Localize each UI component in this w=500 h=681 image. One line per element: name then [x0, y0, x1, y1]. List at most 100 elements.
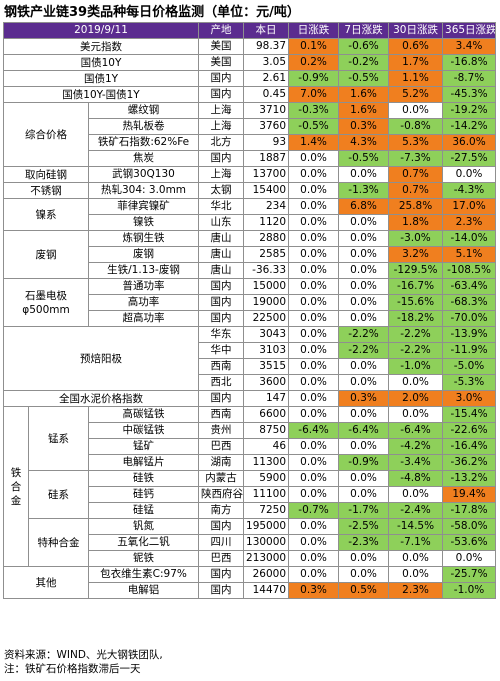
change-d365: -4.3%: [442, 182, 497, 199]
change-d7: -0.5%: [338, 150, 390, 167]
change-d365: 5.1%: [442, 246, 497, 263]
table-row: 国债1Y 国内 2.61 -0.9% -0.5% 1.1% -8.7%: [2, 70, 497, 87]
price-cell: 2585: [243, 246, 290, 263]
change-d30: 0.0%: [388, 406, 444, 423]
change-d365: -13.9%: [442, 326, 497, 343]
change-d1: 0.0%: [288, 278, 340, 295]
region-cell: 美国: [198, 38, 245, 55]
change-d1: 0.3%: [288, 582, 340, 599]
category-cell: 国债10Y: [2, 54, 200, 71]
price-cell: 3760: [243, 118, 290, 135]
item-name: 武钢30Q130: [87, 166, 200, 183]
price-cell: 130000: [243, 534, 290, 551]
change-d30: -6.4%: [388, 422, 444, 439]
region-cell: 国内: [198, 518, 245, 535]
region-cell: 上海: [198, 118, 245, 135]
change-d7: 0.0%: [338, 230, 390, 247]
change-d7: 0.0%: [338, 310, 390, 327]
change-d30: 3.2%: [388, 246, 444, 263]
change-d1: -0.5%: [288, 118, 340, 135]
price-cell: 5900: [243, 470, 290, 487]
change-d30: -18.2%: [388, 310, 444, 327]
change-d1: 0.0%: [288, 262, 340, 279]
change-d1: 0.0%: [288, 438, 340, 455]
change-d30: 0.0%: [388, 566, 444, 583]
change-d365: -27.5%: [442, 150, 497, 167]
change-d1: 0.0%: [288, 374, 340, 391]
table-row: 铁矿石指数:62%Fe 北方 93 1.4% 4.3% 5.3% 36.0%: [4, 134, 497, 151]
change-d7: 0.0%: [338, 262, 390, 279]
table-row: 国债10Y-国债1Y 国内 0.45 7.0% 1.6% 5.2% -45.3%: [2, 86, 497, 103]
item-name: 硅铁: [87, 470, 200, 487]
change-d7: 0.0%: [338, 486, 390, 503]
table-body: 美元指数 美国 98.37 0.1% -0.6% 0.6% 3.4% 国债10Y 美国 3.05 0…: [2, 38, 497, 599]
change-d1: 0.0%: [288, 166, 340, 183]
item-name: 硅锰: [87, 502, 200, 519]
change-d7: 0.0%: [338, 566, 390, 583]
item-name: 生铁/1.13-废钢: [87, 262, 200, 279]
change-d365: -14.0%: [442, 230, 497, 247]
subcategory-cell: 特种合金: [28, 518, 89, 567]
table-row: 西南 3515 0.0% 0.0% -1.0% -5.0%: [4, 358, 497, 375]
price-cell: 93: [243, 134, 290, 151]
change-d1: 0.0%: [288, 294, 340, 311]
source-note: 资料来源：WIND、光大钢铁团队,: [4, 649, 163, 661]
item-name: 焦炭: [87, 150, 200, 167]
change-d30: 5.2%: [388, 86, 444, 103]
table-row: 其他 包衣维生素C:97% 国内 26000 0.0% 0.0% 0.0% -25.7%: [3, 566, 497, 599]
header-row: 2019/9/11 产地 本日 日涨跌 7日涨跌 30日涨跌 365日涨跌: [2, 22, 497, 39]
change-d1: -0.9%: [288, 70, 340, 87]
change-d7: 0.0%: [338, 550, 390, 567]
change-d365: -14.2%: [442, 118, 497, 135]
change-d1: 0.0%: [288, 454, 340, 471]
change-d365: -11.9%: [442, 342, 497, 359]
change-d7: -6.4%: [338, 422, 390, 439]
price-cell: 2880: [243, 230, 290, 247]
change-d30: -7.3%: [388, 150, 444, 167]
change-d7: -2.3%: [338, 534, 390, 551]
category-cell: 国债10Y-国债1Y: [2, 86, 200, 103]
change-d365: -1.0%: [442, 582, 497, 599]
change-d365: -8.7%: [442, 70, 497, 87]
price-cell: 7250: [243, 502, 290, 519]
change-d365: -19.2%: [442, 102, 497, 119]
price-cell: 3600: [243, 374, 290, 391]
subcategory-cell: 硅系: [28, 470, 89, 519]
price-cell: 98.37: [243, 38, 290, 55]
change-d365: -17.8%: [442, 502, 497, 519]
change-d1: 0.0%: [288, 310, 340, 327]
price-cell: 22500: [243, 310, 290, 327]
footnote: 注：铁矿石价格指数滞后一天: [4, 663, 141, 675]
table-row: 不锈钢 热轧304: 3.0mm 太钢 15400 0.0% -1.3% 0.7% -4.3%: [3, 182, 497, 199]
change-d30: -2.2%: [388, 326, 444, 343]
item-name: 包衣维生素C:97%: [87, 566, 200, 583]
region-cell: 国内: [198, 278, 245, 295]
region-cell: 上海: [198, 102, 245, 119]
table-row: 电解铝 国内 14470 0.3% 0.5% 2.3% -1.0%: [4, 582, 497, 599]
price-cell: 3103: [243, 342, 290, 359]
price-cell: 46: [243, 438, 290, 455]
change-d1: 0.0%: [288, 342, 340, 359]
change-d7: -2.2%: [338, 326, 390, 343]
category-cell: 取向硅钢: [3, 166, 89, 183]
change-d30: -2.4%: [388, 502, 444, 519]
table-row: 特种合金 钒氮 国内 195000 0.0% -2.5% -14.5% -58.0%: [4, 518, 497, 567]
price-cell: 14470: [243, 582, 290, 599]
change-d365: -63.4%: [442, 278, 497, 295]
change-d7: -0.2%: [338, 54, 390, 71]
region-cell: 湖南: [198, 454, 245, 471]
region-cell: 唐山: [198, 230, 245, 247]
change-d1: 7.0%: [288, 86, 340, 103]
price-cell: 11300: [243, 454, 290, 471]
change-d1: 1.4%: [288, 134, 340, 151]
table-row: 硅锰 南方 7250 -0.7% -1.7% -2.4% -17.8%: [4, 502, 497, 519]
change-d30: -3.4%: [388, 454, 444, 471]
category-cell: 美元指数: [2, 38, 200, 55]
table-row: 综合价格 螺纹钢 上海 3710 -0.3% 1.6% 0.0% -19.2%: [3, 102, 497, 167]
region-cell: 国内: [198, 86, 245, 103]
change-d30: 5.3%: [388, 134, 444, 151]
change-d7: -1.3%: [338, 182, 390, 199]
change-d7: 0.0%: [338, 214, 390, 231]
change-d30: -7.1%: [388, 534, 444, 551]
price-cell: 213000: [243, 550, 290, 567]
